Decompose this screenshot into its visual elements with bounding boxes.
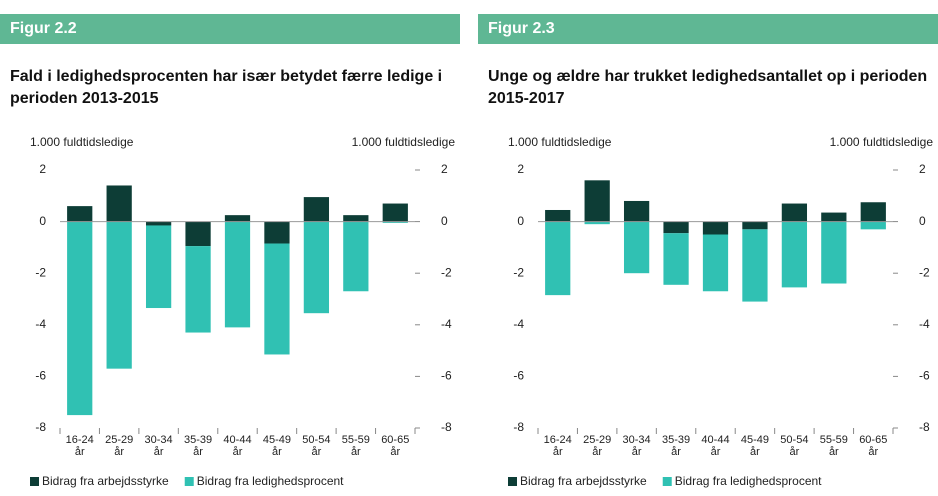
bar	[343, 221, 369, 292]
x-tick-label: 30-34 år	[144, 434, 173, 458]
bar	[303, 197, 330, 222]
bar	[382, 203, 408, 222]
legend-swatch	[184, 477, 194, 486]
x-tick-label: 40-44 år	[701, 434, 730, 458]
bar	[106, 185, 132, 222]
bar	[545, 221, 571, 296]
bar	[623, 200, 650, 222]
y2-tick-label: 2	[919, 162, 926, 176]
y-tick-label: -2	[513, 265, 524, 279]
legend-swatch	[508, 477, 517, 486]
bar	[663, 233, 689, 285]
bar	[145, 225, 172, 309]
bar	[545, 209, 571, 222]
bar	[860, 202, 886, 222]
x-tick-label: 55-59 år	[819, 434, 848, 458]
bar	[343, 215, 369, 222]
x-tick-label: 45-49 år	[262, 434, 291, 458]
y-axis-label: 1.000 fuldtidsledige	[30, 135, 134, 149]
y-tick-label: 0	[517, 214, 524, 228]
bar	[742, 229, 768, 302]
y2-tick-label: -8	[441, 420, 452, 434]
y2-tick-label: -4	[441, 317, 452, 331]
y-tick-label: 2	[39, 162, 46, 176]
y2-tick-label: -6	[441, 369, 452, 383]
legend-label: Bidrag fra ledighedsprocent	[675, 474, 822, 488]
bar	[623, 221, 650, 274]
y-tick-label: 0	[39, 214, 46, 228]
y-tick-label: -8	[513, 420, 524, 434]
y2-axis-label: 1.000 fuldtidsledige	[830, 135, 934, 149]
x-tick-label: 35-39 år	[183, 434, 213, 458]
y-axis-label: 1.000 fuldtidsledige	[508, 135, 612, 149]
bar	[106, 221, 132, 369]
bar	[663, 221, 689, 234]
y2-tick-label: -2	[919, 265, 930, 279]
legend-swatch	[662, 477, 672, 486]
x-tick-label: 25-29 år	[583, 434, 612, 458]
bar	[821, 212, 847, 222]
y-tick-label: -4	[513, 317, 524, 331]
bar	[702, 221, 729, 235]
bar	[303, 221, 330, 314]
bar	[224, 215, 251, 222]
legend-label: Bidrag fra arbejdsstyrke	[520, 474, 647, 488]
x-tick-label: 40-44 år	[223, 434, 252, 458]
bar	[185, 246, 211, 333]
bar	[224, 221, 251, 328]
bar	[185, 221, 211, 247]
bar	[145, 221, 172, 226]
legend-label: Bidrag fra ledighedsprocent	[197, 474, 344, 488]
figure-header: Figur 2.2	[0, 14, 460, 44]
y2-tick-label: -2	[441, 265, 452, 279]
panel: Figur 2.3 Unge og ældre har trukket ledig…	[478, 0, 938, 496]
y2-axis-label: 1.000 fuldtidsledige	[352, 135, 456, 149]
x-tick-label: 55-59 år	[341, 434, 370, 458]
bar	[67, 206, 93, 222]
x-tick-label: 50-54 år	[780, 434, 809, 458]
panel: Figur 2.2 Fald i ledighedsprocenten har i…	[0, 0, 460, 496]
legend-swatch	[30, 477, 39, 486]
bar	[264, 221, 290, 244]
legend-label: Bidrag fra arbejdsstyrke	[42, 474, 169, 488]
y2-tick-label: -8	[919, 420, 930, 434]
y2-tick-label: -4	[919, 317, 930, 331]
chart: 1.000 fuldtidsledige 1.000 fuldtidsledige…	[30, 135, 456, 488]
y2-tick-label: 0	[919, 214, 926, 228]
bar	[584, 180, 610, 222]
y2-tick-label: 0	[441, 214, 448, 228]
x-tick-label: 50-54 år	[302, 434, 331, 458]
y-tick-label: -6	[513, 369, 524, 383]
y-tick-label: 2	[517, 162, 524, 176]
y2-tick-label: -6	[919, 369, 930, 383]
x-tick-label: 25-29 år	[105, 434, 134, 458]
y-tick-label: -4	[35, 317, 46, 331]
bar	[584, 221, 610, 225]
bar	[781, 221, 808, 288]
bar	[860, 221, 886, 230]
y-tick-label: -8	[35, 420, 46, 434]
bar	[702, 234, 729, 292]
x-tick-label: 45-49 år	[740, 434, 769, 458]
bar	[67, 221, 93, 416]
chart-title: Unge og ældre har trukket ledighedsantal…	[488, 68, 928, 107]
y-tick-label: -2	[35, 265, 46, 279]
bar	[382, 221, 408, 223]
chart: 1.000 fuldtidsledige 1.000 fuldtidsledige…	[508, 135, 934, 488]
figure-header: Figur 2.3	[478, 14, 938, 44]
bar	[781, 203, 808, 222]
x-tick-label: 35-39 år	[661, 434, 691, 458]
x-tick-label: 60-65 år	[381, 434, 410, 458]
bar	[742, 221, 768, 230]
x-tick-label: 30-34 år	[622, 434, 651, 458]
bar	[264, 243, 290, 355]
chart-title: Fald i ledighedsprocenten har især betyd…	[10, 68, 443, 107]
x-tick-label: 16-24 år	[543, 434, 572, 458]
y-tick-label: -6	[35, 369, 46, 383]
y2-tick-label: 2	[441, 162, 448, 176]
x-tick-label: 60-65 år	[859, 434, 888, 458]
x-tick-label: 16-24 år	[65, 434, 94, 458]
bar	[821, 221, 847, 284]
